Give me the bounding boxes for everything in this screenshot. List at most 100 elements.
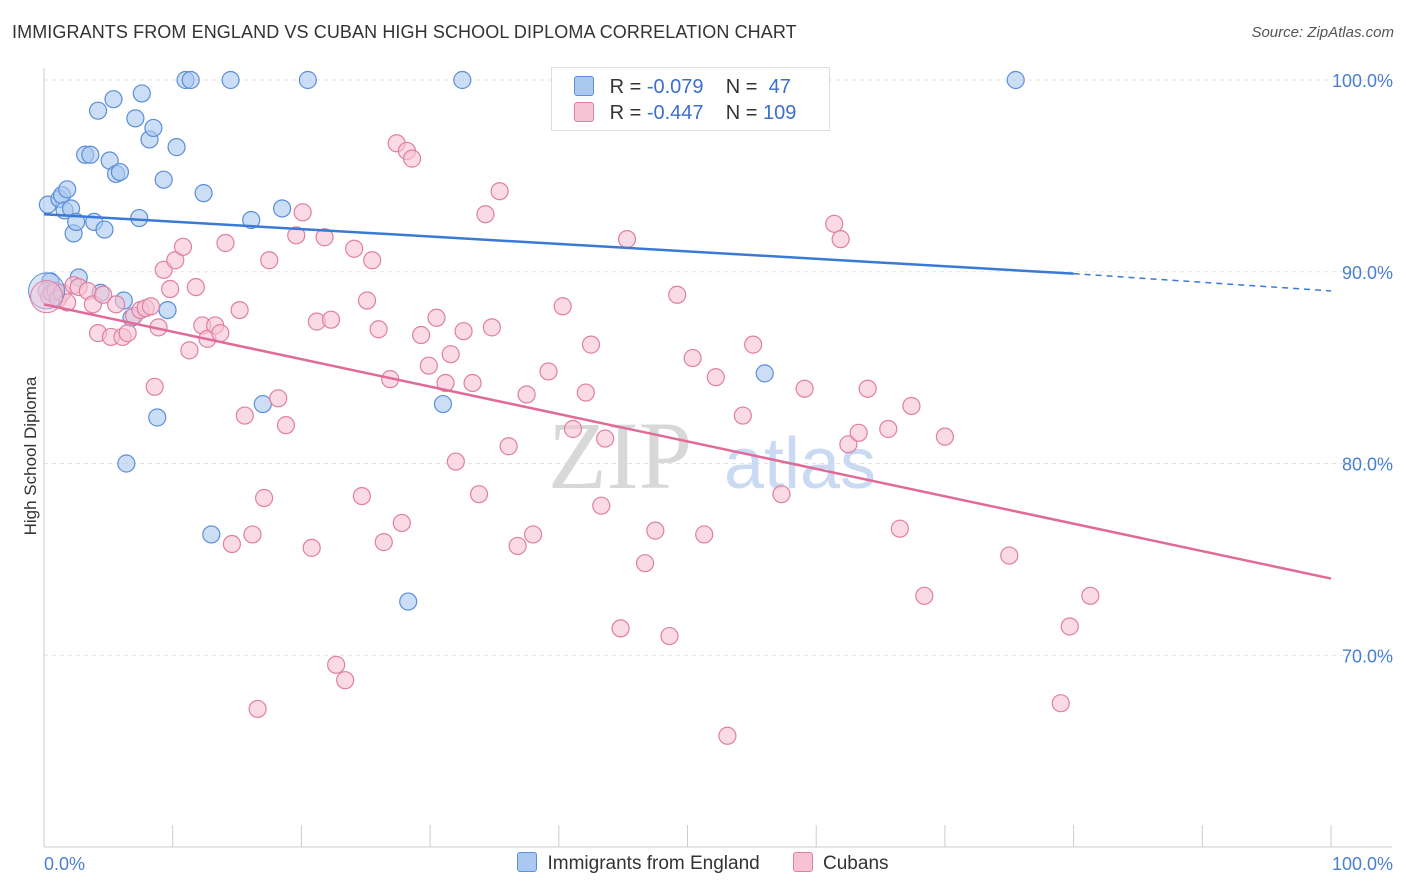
england-trend-extension [1073,272,1332,292]
england-point [399,592,418,611]
cuban-point [499,437,518,456]
cuban-point [222,534,242,554]
cuban-point [293,203,312,222]
cuban-point [879,419,898,439]
cuban-point [1060,617,1079,636]
cuban-point [141,297,160,316]
england-point [148,408,167,427]
cuban-point [211,324,230,343]
england-point [58,180,77,199]
cuban-point [269,389,288,408]
cuban-point [795,379,814,398]
y-tick-label: 100.0% [1332,71,1393,91]
england-point [181,70,200,90]
cuban-point [581,335,601,354]
cuban-point [825,214,844,233]
cuban-point [1051,694,1070,713]
england-trend-line [43,212,1074,275]
cuban-point [706,368,725,387]
grid-lines [44,79,1392,656]
england-point [144,118,163,138]
cuban-point [216,233,235,253]
y-tick-label: 80.0% [1342,455,1393,475]
cuban-point [446,452,465,471]
england-point [117,454,136,473]
cuban-point [363,251,382,270]
cuban-point [145,377,164,396]
cuban-point [327,655,346,674]
x-tick-label: 100.0% [1332,854,1393,874]
cuban-point [392,513,411,533]
cuban-point [427,308,446,327]
cuban-point [106,295,126,314]
x-tick-label: 0.0% [44,854,85,874]
cuban-point [935,427,955,446]
cuban-point [441,345,460,364]
cuban-point [668,285,687,304]
legend-row-england: R = -0.079 N = 47 [574,76,791,102]
y-axis-label: High School Diploma [21,376,40,535]
bottom-swatch-cubans [793,852,814,872]
cuban-point [94,285,113,304]
cuban-point [402,149,422,168]
cuban-point [596,429,615,448]
cuban-point [508,536,527,556]
cuban-point [683,348,702,368]
england-point [104,90,123,109]
cuban-point [695,525,714,544]
england-point [132,84,151,103]
cuban-point [30,280,64,314]
cuban-point [411,325,431,345]
cuban-point [463,373,482,393]
england-point [67,212,86,231]
legend: R = -0.079 N = 47 R = -0.447 N = 109 [551,67,830,131]
cuban-point [523,525,543,544]
watermark: ZIP atlas [548,402,876,509]
cuban-point [839,435,858,454]
england-point [433,394,453,414]
cuban-point [454,322,473,341]
cuban-point [490,182,509,201]
cuban-point [321,310,341,329]
cuban-point [161,279,180,299]
cuban-point [166,251,185,270]
cuban-point [357,291,377,310]
cuban-point [186,277,205,297]
bottom-legend: Immigrants from England Cubans [0,852,1406,875]
cuban-point [336,671,355,690]
cuban-point [617,230,637,249]
cuban-point [374,533,393,552]
cuban-point [118,324,137,343]
england-point [453,70,472,90]
cuban-point [180,341,199,360]
cuban-point [915,586,934,605]
cuban-point [469,485,489,504]
england-point [194,184,213,203]
cuban-point [287,226,306,245]
y-tick-label: 90.0% [1342,263,1393,283]
cuban-point [476,205,495,224]
england-point [88,101,108,120]
cuban-point [772,485,791,504]
england-point [158,301,177,320]
cuban-point [517,385,536,404]
cuban-point [718,726,737,745]
cuban-point [315,228,334,247]
cuban-point [635,554,655,573]
y-tick-label: 70.0% [1342,646,1393,666]
england-point [272,199,292,218]
cuban-point [831,230,850,249]
bottom-swatch-england [517,852,538,872]
cuban-point [611,619,630,638]
cuban-point [436,373,455,393]
england-point [253,394,272,414]
cuban-point [592,496,611,515]
england-point [95,220,114,239]
cuban-point [173,237,193,256]
cuban-trend-line [43,303,1332,580]
cuban-point [902,396,921,416]
england-point [242,210,261,230]
cuban-point [858,379,877,398]
cuban-point [576,383,595,402]
